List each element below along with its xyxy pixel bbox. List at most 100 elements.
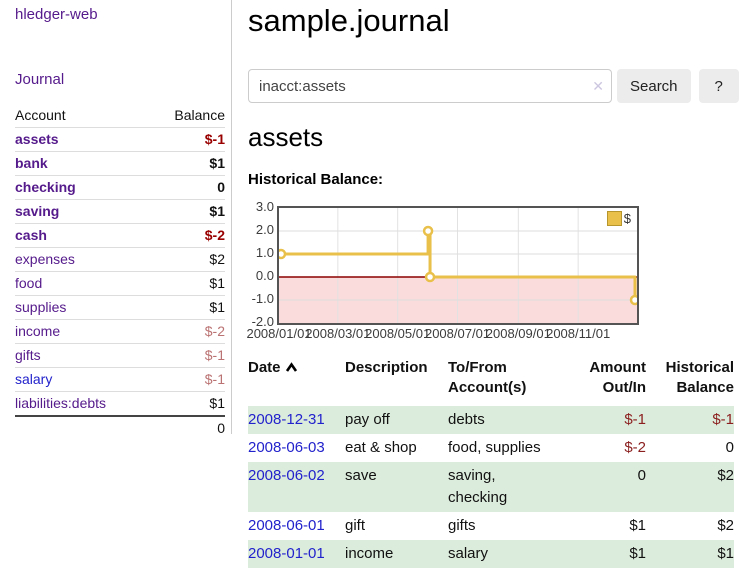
register-row: 2008-01-01 income salary $1 $1 [248, 540, 734, 568]
account-row: liabilities:debts $1 [15, 391, 225, 416]
search-button[interactable]: Search [617, 69, 691, 103]
account-link[interactable]: salary [15, 371, 53, 387]
account-link[interactable]: liabilities:debts [15, 395, 107, 411]
register-date-cell: 2008-01-01 [248, 540, 345, 568]
accounts-header-row: Account Balance [15, 104, 225, 128]
account-link[interactable]: checking [15, 179, 76, 195]
search-bar: ✕ Search ? [248, 69, 739, 103]
register-amount-cell: $1 [629, 517, 646, 534]
sidebar: hledger-web Journal Account Balance asse… [0, 0, 232, 440]
x-axis-label: 2008/11/01 [546, 326, 611, 341]
register-row: 2008-06-02 save saving, checking 0 $2 [248, 462, 734, 512]
account-balance: $2 [149, 247, 225, 272]
account-balance: $1 [149, 391, 225, 416]
register-accounts-cell: salary [448, 545, 489, 562]
register-accounts-cell: saving, checking [448, 467, 508, 506]
register-balance-cell: $2 [717, 467, 734, 484]
register-amount-cell: $1 [629, 545, 646, 562]
search-input[interactable] [248, 69, 612, 103]
accounts-table: Account Balance assets $-1 bank $1 checking 0… [15, 104, 225, 440]
account-name-cell: supplies [15, 295, 150, 320]
chart-canvas [279, 208, 637, 323]
account-name-cell: food [15, 271, 150, 296]
data-point-marker [422, 225, 434, 237]
register-balance-cell: $1 [717, 545, 734, 562]
sidebar-item-journal[interactable]: Journal [15, 71, 65, 88]
register-table: Date Description To/From Account(s) Amou… [248, 358, 734, 568]
register-date-cell: 2008-06-01 [248, 512, 345, 540]
account-row: bank $1 [15, 151, 225, 176]
account-balance: $-2 [149, 223, 225, 248]
historical-balance-chart: 3.0 2.0 1.0 0.0 -1.0 -2.0 $ 2008/01/01 2008/03… [246, 199, 742, 345]
transaction-date-link[interactable]: 2008-01-01 [248, 545, 325, 562]
register-balance-cell: 0 [725, 439, 734, 456]
accounts-total-value: 0 [149, 415, 225, 440]
app-brand-link[interactable]: hledger-web [15, 6, 98, 23]
register-date-cell: 2008-06-03 [248, 434, 345, 462]
account-row: gifts $-1 [15, 343, 225, 368]
y-axis-label: -2.0 [251, 314, 274, 329]
x-axis-label: 2008/05/01 [365, 326, 431, 341]
transaction-date-link[interactable]: 2008-12-31 [248, 411, 325, 428]
account-balance: $-2 [149, 319, 225, 344]
account-link[interactable]: cash [15, 227, 47, 243]
account-balance: $-1 [149, 343, 225, 368]
account-balance: $1 [149, 271, 225, 296]
account-link[interactable]: supplies [15, 299, 67, 315]
date-column-header[interactable]: Date [248, 358, 345, 406]
register-balance-cell: $-1 [712, 411, 734, 428]
account-name-cell: checking [15, 175, 150, 200]
register-description-cell: gift [345, 517, 366, 534]
register-row: 2008-12-31 pay off debts $-1 $-1 [248, 406, 734, 434]
account-link[interactable]: bank [15, 155, 48, 171]
account-name-cell: liabilities:debts [15, 391, 150, 416]
account-row: salary $-1 [15, 367, 225, 392]
account-link[interactable]: expenses [15, 251, 75, 267]
y-axis-label: -1.0 [251, 291, 274, 306]
account-name-cell: expenses [15, 247, 150, 272]
register-date-cell: 2008-06-02 [248, 462, 345, 512]
help-button[interactable]: ? [698, 69, 739, 103]
account-name-cell: salary [15, 367, 150, 392]
account-balance: 0 [149, 175, 225, 200]
search-box: ✕ [248, 69, 612, 103]
account-link[interactable]: saving [15, 203, 60, 219]
account-balance: $-1 [149, 127, 225, 152]
register-row: 2008-06-01 gift gifts $1 $2 [248, 512, 734, 540]
account-name-cell: cash [15, 223, 150, 248]
account-heading: assets [248, 122, 324, 152]
account-name-cell: gifts [15, 343, 150, 368]
account-balance: $1 [149, 199, 225, 224]
transaction-date-link[interactable]: 2008-06-01 [248, 517, 325, 534]
account-row: income $-2 [15, 319, 225, 344]
register-row: 2008-06-03 eat & shop food, supplies $-2 0 [248, 434, 734, 462]
register-description-cell: eat & shop [345, 439, 417, 456]
account-link[interactable]: gifts [15, 347, 41, 363]
x-axis-label: 2008/03/01 [305, 326, 371, 341]
account-row: assets $-1 [15, 127, 225, 152]
account-link[interactable]: assets [15, 131, 59, 147]
account-name-cell: assets [15, 127, 150, 152]
y-axis-label: 0.0 [255, 268, 274, 283]
register-amount-cell: $-2 [624, 439, 646, 456]
legend-swatch-icon [606, 211, 622, 226]
clear-search-icon[interactable]: ✕ [592, 78, 604, 94]
x-axis-label: 2008/09/01 [485, 326, 551, 341]
account-row: food $1 [15, 271, 225, 296]
chart-plot-area: $ [277, 206, 639, 325]
y-axis-label: 1.0 [255, 245, 274, 260]
y-axis-label: 2.0 [255, 222, 274, 237]
account-balance: $1 [149, 295, 225, 320]
transaction-date-link[interactable]: 2008-06-02 [248, 467, 325, 484]
description-column-header: Description [345, 359, 428, 376]
account-row: saving $1 [15, 199, 225, 224]
account-name-cell: income [15, 319, 150, 344]
account-column-header: Account [15, 107, 66, 123]
accounts-total-row: 0 [15, 415, 225, 440]
account-name-cell: bank [15, 151, 150, 176]
register-description-cell: income [345, 545, 394, 562]
account-link[interactable]: food [15, 275, 43, 291]
account-link[interactable]: income [15, 323, 61, 339]
transaction-date-link[interactable]: 2008-06-03 [248, 439, 325, 456]
register-amount-cell: 0 [637, 467, 646, 484]
